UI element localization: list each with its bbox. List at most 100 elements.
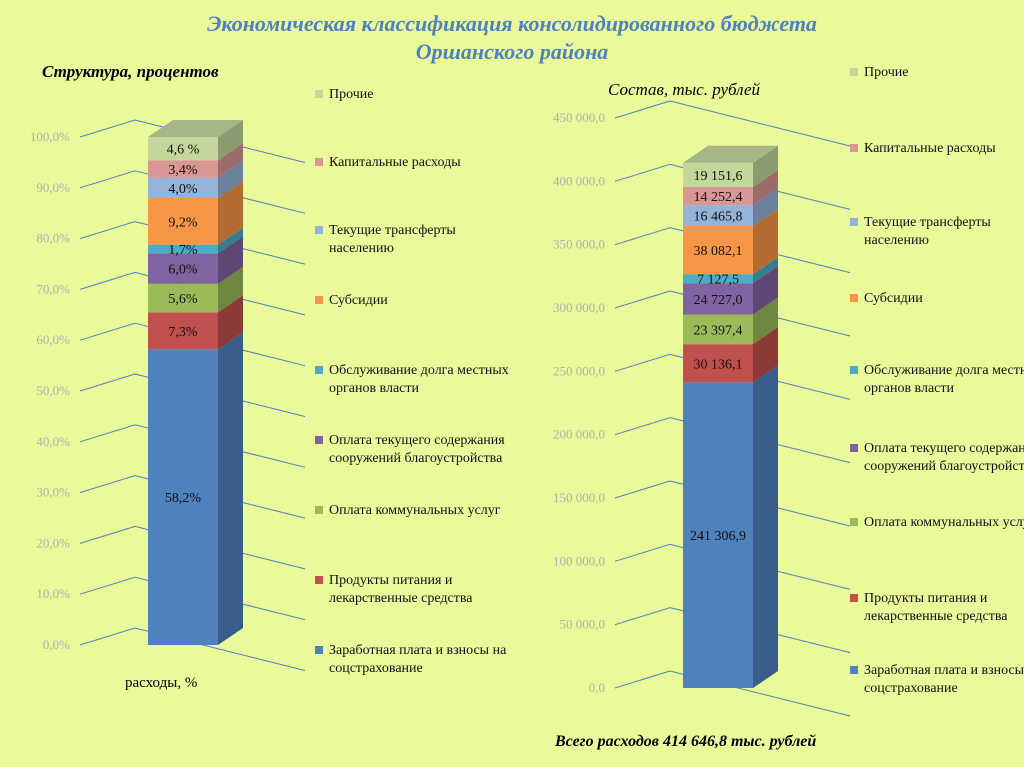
right-legend-swatch [850, 218, 858, 226]
left-legend-label: Обслуживание долга местных органов власт… [329, 363, 509, 396]
right-legend-swatch [850, 144, 858, 152]
left-legend-swatch [315, 366, 323, 374]
right-y-tick-label: 250 000,0 [553, 363, 605, 378]
left-legend-label: Текущие трансферты населению [329, 223, 456, 256]
left-legend-swatch [315, 576, 323, 584]
left-y-tick-label: 0,0% [43, 637, 70, 652]
right-legend-label: Субсидии [864, 291, 923, 306]
left-y-tick-label: 40,0% [36, 434, 70, 449]
right-data-label: 24 727,0 [694, 293, 743, 308]
right-legend-label: Капитальные расходы [864, 141, 996, 156]
right-gridline-slant [614, 607, 671, 626]
right-y-tick-label: 400 000,0 [553, 173, 605, 188]
left-legend-label: Заработная плата и взносы на соцстрахова… [329, 643, 507, 676]
right-legend-label: Обслуживание долга местных органов власт… [864, 363, 1024, 396]
left-data-label: 4,6 % [167, 143, 200, 158]
left-legend-swatch [315, 296, 323, 304]
right-bar-segment-side [753, 365, 778, 688]
right-gridline-slant [614, 163, 671, 182]
left-y-tick-label: 90,0% [36, 180, 70, 195]
left-x-category: расходы, % [125, 675, 198, 691]
left-bar-segment [148, 137, 218, 161]
right-data-label: 30 136,1 [694, 357, 743, 372]
right-legend-swatch [850, 518, 858, 526]
left-gridline-slant [79, 627, 136, 646]
left-bar-segment-side [218, 227, 243, 254]
left-legend-swatch [315, 158, 323, 166]
left-data-label: 3,4% [168, 163, 198, 178]
right-bar-segment [683, 162, 753, 188]
left-bar-segment [148, 244, 218, 254]
left-bar-top [148, 120, 243, 137]
left-legend-label: Оплата текущего содержания сооружений бл… [329, 433, 505, 466]
right-legend-label: Продукты питания и лекарственные средств… [864, 591, 1008, 624]
left-bar-segment [148, 283, 218, 313]
left-y-tick-label: 30,0% [36, 485, 70, 500]
left-gridline-slant [79, 119, 136, 138]
left-bar-segment-side [218, 143, 243, 178]
right-gridline-slant [614, 227, 671, 246]
right-gridline [669, 100, 851, 147]
total-expenses-footer: Всего расходов 414 646,8 тыс. рублей [555, 733, 817, 750]
left-bar-segment [148, 349, 218, 645]
right-bar-segment [683, 187, 753, 206]
right-bar-segment [683, 344, 753, 383]
right-legend-label: Оплата коммунальных услуг [864, 515, 1024, 530]
right-legend-label: Текущие трансферты населению [864, 215, 991, 248]
left-gridline-slant [79, 576, 136, 595]
right-bar-segment-side [753, 257, 778, 284]
left-y-tick-label: 60,0% [36, 332, 70, 347]
left-data-label: 9,2% [168, 215, 198, 230]
left-y-tick-label: 70,0% [36, 281, 70, 296]
right-legend: Прочие Капитальные расходы Текущие трансфе… [850, 0, 1024, 767]
left-legend-swatch [315, 436, 323, 444]
right-bar-segment-side [753, 327, 778, 383]
left-bar-segment [148, 312, 218, 350]
left-legend-label: Продукты питания и лекарственные средств… [329, 573, 473, 606]
right-data-label: 7 127,5 [697, 273, 739, 288]
right-legend-swatch [850, 666, 858, 674]
right-data-label: 23 397,4 [694, 323, 743, 338]
right-bar-segment [683, 274, 753, 284]
left-gridline-slant [79, 322, 136, 341]
left-data-label: 5,6% [168, 292, 198, 307]
left-legend-swatch [315, 90, 323, 98]
title-line-2: Оршанского района [415, 39, 609, 64]
left-y-tick-label: 80,0% [36, 231, 70, 246]
left-bar-segment-side [218, 332, 243, 645]
left-legend-label: Капитальные расходы [329, 155, 461, 170]
left-data-label: 6,0% [168, 263, 198, 278]
left-data-label: 1,7% [168, 243, 198, 258]
right-data-label: 19 151,6 [694, 169, 743, 184]
right-legend-swatch [850, 294, 858, 302]
left-legend-swatch [315, 226, 323, 234]
left-legend-label: Прочие [329, 87, 374, 102]
right-legend-swatch [850, 68, 858, 76]
right-bar-segment-side [753, 170, 778, 206]
chart-title: Экономическая классификация консолидиров… [0, 10, 1024, 66]
right-y-tick-label: 100 000,0 [553, 553, 605, 568]
left-data-label: 7,3% [168, 325, 198, 340]
right-gridline-slant [614, 353, 671, 372]
left-y-tick-label: 20,0% [36, 535, 70, 550]
right-gridline-slant [614, 290, 671, 309]
right-gridline-slant [614, 417, 671, 436]
left-bar-segment [148, 253, 218, 284]
left-bar-segment [148, 160, 218, 178]
left-bar-segment-side [218, 120, 243, 161]
left-y-tick-label: 100,0% [30, 129, 70, 144]
left-chart-subtitle: Структура, процентов [42, 62, 219, 81]
left-bar-segment-side [218, 160, 243, 198]
left-bar-segment-side [218, 295, 243, 350]
right-bar-segment-side [753, 188, 778, 226]
right-data-label: 241 306,9 [690, 529, 746, 544]
right-y-tick-label: 50 000,0 [560, 617, 606, 632]
right-bar-segment-side [753, 145, 778, 188]
title-line-1: Экономическая классификация консолидиров… [207, 11, 817, 36]
left-bar-segment-side [218, 180, 243, 245]
right-y-tick-label: 350 000,0 [553, 237, 605, 252]
right-bar-segment [683, 283, 753, 315]
right-bar-segment [683, 205, 753, 226]
right-legend-label: Оплата текущего содержания сооружений бл… [864, 441, 1024, 474]
